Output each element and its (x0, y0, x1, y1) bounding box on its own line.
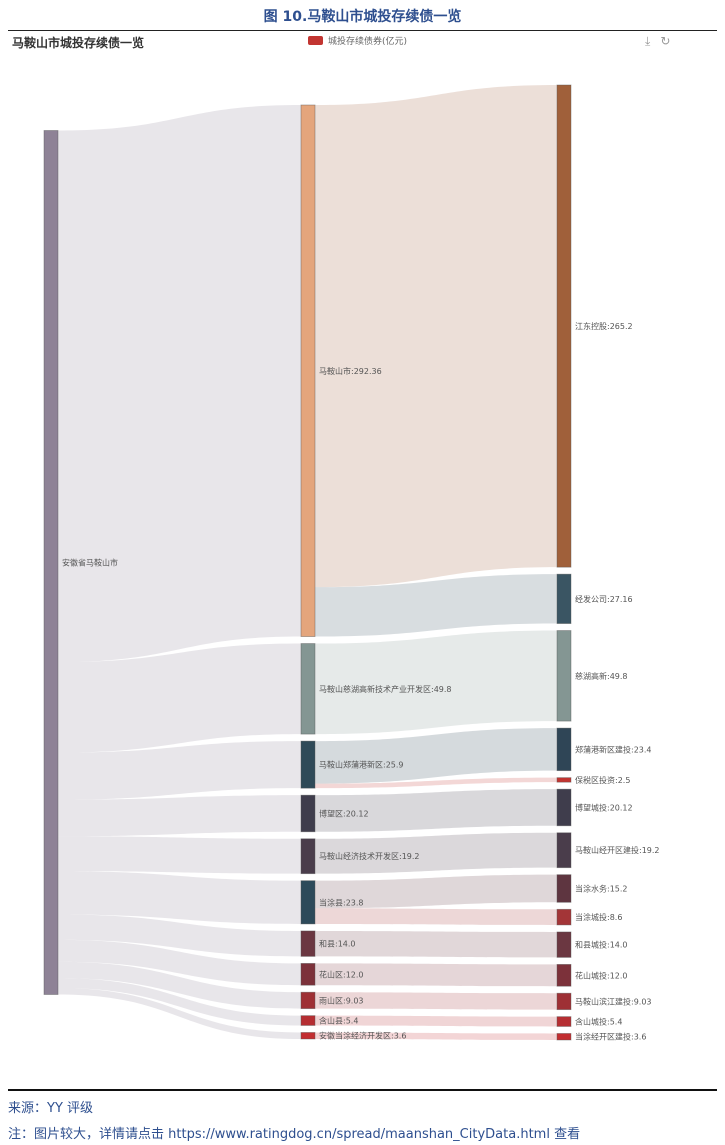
sankey-link[interactable] (58, 987, 301, 1039)
node-label: 和县:14.0 (319, 940, 356, 949)
sankey-node[interactable] (300, 794, 316, 833)
sankey-link[interactable] (58, 741, 301, 800)
sankey-link[interactable] (315, 728, 557, 784)
sankey-node[interactable] (556, 832, 572, 869)
node-label: 马鞍山郑蒲港新区:25.9 (319, 760, 404, 770)
footnote: 注：图片较大，详情请点击 https://www.ratingdog.cn/sp… (8, 1123, 580, 1142)
sankey-node[interactable] (43, 130, 59, 995)
sankey-node[interactable] (556, 1033, 572, 1041)
sankey-node[interactable] (300, 1032, 316, 1040)
sankey-link[interactable] (315, 930, 557, 958)
chart-title: 马鞍山市城投存续债一览 (12, 36, 145, 50)
sankey-node[interactable] (556, 84, 572, 568)
sankey-node[interactable] (556, 1016, 572, 1027)
sankey-link[interactable] (315, 789, 557, 832)
labels-layer: 安徽省马鞍山市 马鞍山市:292.36 马鞍山慈湖高新技术产业开发区:49.8 马鞍山… (62, 321, 660, 1042)
sankey-link[interactable] (315, 874, 557, 909)
sankey-node[interactable] (300, 740, 316, 789)
node-label: 博望城投:20.12 (575, 802, 633, 812)
sankey-node[interactable] (556, 630, 572, 722)
sankey-link[interactable] (315, 832, 557, 874)
sankey-link[interactable] (58, 836, 301, 874)
sankey-link[interactable] (315, 574, 557, 637)
sankey-node[interactable] (556, 777, 572, 783)
node-label: 马鞍山慈湖高新技术产业开发区:49.8 (319, 684, 452, 694)
node-label: 当涂城投:8.6 (575, 912, 622, 922)
node-label: 慈湖高新:49.8 (575, 671, 628, 681)
download-icon[interactable]: ⤓ (645, 34, 651, 48)
node-label: 经发公司:27.16 (575, 594, 633, 604)
sankey-link[interactable] (315, 908, 557, 925)
bottom-divider (8, 1089, 717, 1091)
sankey-chart: 安徽省马鞍山市 马鞍山市:292.36 马鞍山慈湖高新技术产业开发区:49.8 马鞍山… (43, 84, 660, 1042)
top-divider (8, 30, 717, 31)
sankey-link[interactable] (58, 871, 301, 924)
sankey-node[interactable] (300, 991, 316, 1010)
sankey-link[interactable] (58, 961, 301, 1009)
node-label: 马鞍山滨江建投:9.03 (575, 996, 652, 1006)
node-label: 郑蒲港新区建投:23.4 (575, 744, 652, 754)
node-label: 安徽当涂经济开发区:3.6 (319, 1031, 406, 1041)
sankey-node[interactable] (556, 874, 572, 903)
sankey-link[interactable] (58, 978, 301, 1026)
node-label: 当涂县:23.8 (319, 897, 364, 907)
sankey-node[interactable] (556, 908, 572, 926)
sankey-link[interactable] (315, 963, 557, 987)
node-label: 雨山区:9.03 (319, 995, 364, 1005)
node-label: 含山城投:5.4 (575, 1017, 622, 1027)
node-label: 马鞍山经济技术开发区:19.2 (319, 851, 420, 861)
node-label: 花山城投:12.0 (575, 970, 628, 980)
node-label: 马鞍山经开区建投:19.2 (575, 845, 660, 855)
sankey-node[interactable] (300, 880, 316, 925)
footnote-prefix: 注：图片较大，详情请点击 (8, 1127, 169, 1142)
sankey-link[interactable] (315, 630, 557, 735)
footnote-suffix: 查看 (549, 1127, 581, 1142)
node-label: 当涂经开区建投:3.6 (575, 1032, 646, 1042)
sankey-node[interactable] (556, 931, 572, 958)
source-note: 来源：YY 评级 (8, 1101, 94, 1116)
sankey-node[interactable] (300, 838, 316, 875)
legend[interactable]: 城投存续债券(亿元) (308, 34, 407, 47)
sankey-link[interactable] (58, 105, 301, 663)
sankey-link[interactable] (58, 795, 301, 837)
sankey-node[interactable] (300, 104, 316, 637)
sankey-link[interactable] (315, 777, 557, 789)
node-label: 花山区:12.0 (319, 969, 364, 979)
nodes-layer (43, 84, 572, 1041)
node-label: 保税区投资:2.5 (575, 775, 630, 785)
links-layer (58, 85, 557, 1040)
sankey-node[interactable] (556, 992, 572, 1011)
legend-swatch (308, 36, 323, 45)
node-label: 当涂水务:15.2 (575, 883, 628, 893)
sankey-link[interactable] (58, 939, 301, 986)
sankey-node[interactable] (556, 573, 572, 624)
refresh-icon[interactable]: ↻ (660, 34, 671, 48)
sankey-link[interactable] (315, 85, 557, 588)
node-label: 江东控股:265.2 (575, 321, 633, 331)
sankey-link[interactable] (58, 643, 301, 753)
sankey-link[interactable] (315, 1032, 557, 1040)
sankey-node[interactable] (300, 930, 316, 957)
node-label: 和县城投:14.0 (575, 940, 628, 950)
node-label: 安徽省马鞍山市 (62, 558, 118, 568)
sankey-link[interactable] (58, 914, 301, 957)
sankey-node[interactable] (300, 643, 316, 735)
footnote-link[interactable]: https://www.ratingdog.cn/spread/maanshan… (168, 1127, 550, 1142)
figure-title: 图 10.马鞍山市城投存续债一览 (263, 9, 462, 25)
sankey-node[interactable] (300, 963, 316, 986)
node-label: 含山县:5.4 (319, 1016, 358, 1026)
sankey-node[interactable] (556, 727, 572, 772)
node-label: 马鞍山市:292.36 (319, 366, 382, 376)
toolbox: ⤓ ↻ (645, 34, 670, 49)
sankey-node[interactable] (556, 964, 572, 987)
sankey-link[interactable] (315, 1015, 557, 1027)
node-label: 博望区:20.12 (319, 808, 369, 818)
sankey-node[interactable] (556, 788, 572, 827)
sankey-node[interactable] (300, 1015, 316, 1026)
sankey-link[interactable] (315, 992, 557, 1010)
legend-label: 城投存续债券(亿元) (328, 37, 408, 47)
